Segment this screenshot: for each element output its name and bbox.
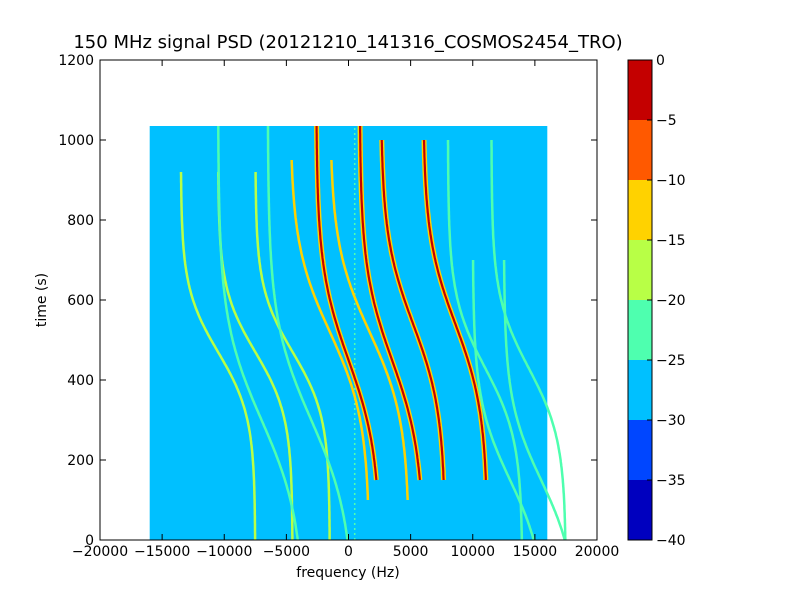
trace-5-1 [266,126,349,540]
colorbar-tick-label: −5 [656,113,677,129]
trace-1-0 [380,140,445,481]
x-tick-label: 10000 [450,544,495,560]
x-tick-label: 15000 [513,544,558,560]
plot-area: −20000 −15000 −10000 −5000 0 5000 10000 15000 20… [58,53,619,560]
x-tick-label: −20000 [72,544,128,560]
colorbar-tick-label: −40 [656,533,686,549]
heatmap-background [149,126,548,540]
colorbar-band-7 [628,60,652,120]
trace-0-0 [315,126,378,481]
y-tick-label: 800 [67,213,94,229]
colorbar-band-2 [628,360,652,420]
trace-6-0 [471,260,535,540]
x-axis: −20000 −15000 −10000 −5000 0 5000 10000 15000 20… [72,60,619,560]
y-tick-label: 600 [67,293,94,309]
colorbar-tick-label: −15 [656,233,686,249]
colorbar-tick-label: −20 [656,293,686,309]
trace-6-1 [502,260,566,540]
x-tick-label: −15000 [134,544,190,560]
chart-title: 150 MHz signal PSD (20121210_141316_COSM… [73,32,622,53]
x-tick-label: −10000 [196,544,252,560]
x-tick-label: −5000 [263,544,310,560]
trace-4-0 [446,140,524,540]
colorbar: 0 −5 −10 −15 −20 −25 −30 −35 −40 [627,53,686,549]
trace-2-1 [330,159,409,501]
colorbar-band-6 [628,120,652,180]
y-tick-label: 400 [67,373,94,389]
colorbar-tick-label: 0 [656,53,665,69]
colorbar-band-4 [628,240,652,300]
y-tick-label: 1000 [58,133,94,149]
y-axis-label: time (s) [34,273,50,327]
trace-4-1 [490,140,567,540]
trace-2-0 [290,160,370,501]
x-tick-label: 5000 [393,544,429,560]
spectrogram-heatmap [149,126,567,540]
x-axis-label: frequency (Hz) [296,565,399,581]
y-axis: 0 200 400 600 800 1000 1200 [58,53,597,549]
colorbar-band-1 [628,420,652,480]
trace-5-0 [217,126,300,540]
colorbar-tick-label: −35 [656,473,686,489]
trace-1-1 [422,139,487,480]
x-tick-label: 20000 [575,544,620,560]
y-tick-label: 200 [67,453,94,469]
colorbar-band-0 [628,480,652,540]
trace-3-2 [254,172,331,540]
x-tick-label: 0 [344,544,353,560]
colorbar-tick-label: −25 [656,353,686,369]
colorbar-band-3 [628,300,652,360]
trace-0-1 [359,126,421,481]
trace-3-0 [179,172,257,540]
y-tick-label: 1200 [58,53,94,69]
colorbar-tick-label: −30 [656,413,686,429]
colorbar-tick-label: −10 [656,173,686,189]
colorbar-band-5 [628,180,652,240]
y-tick-label: 0 [85,533,94,549]
